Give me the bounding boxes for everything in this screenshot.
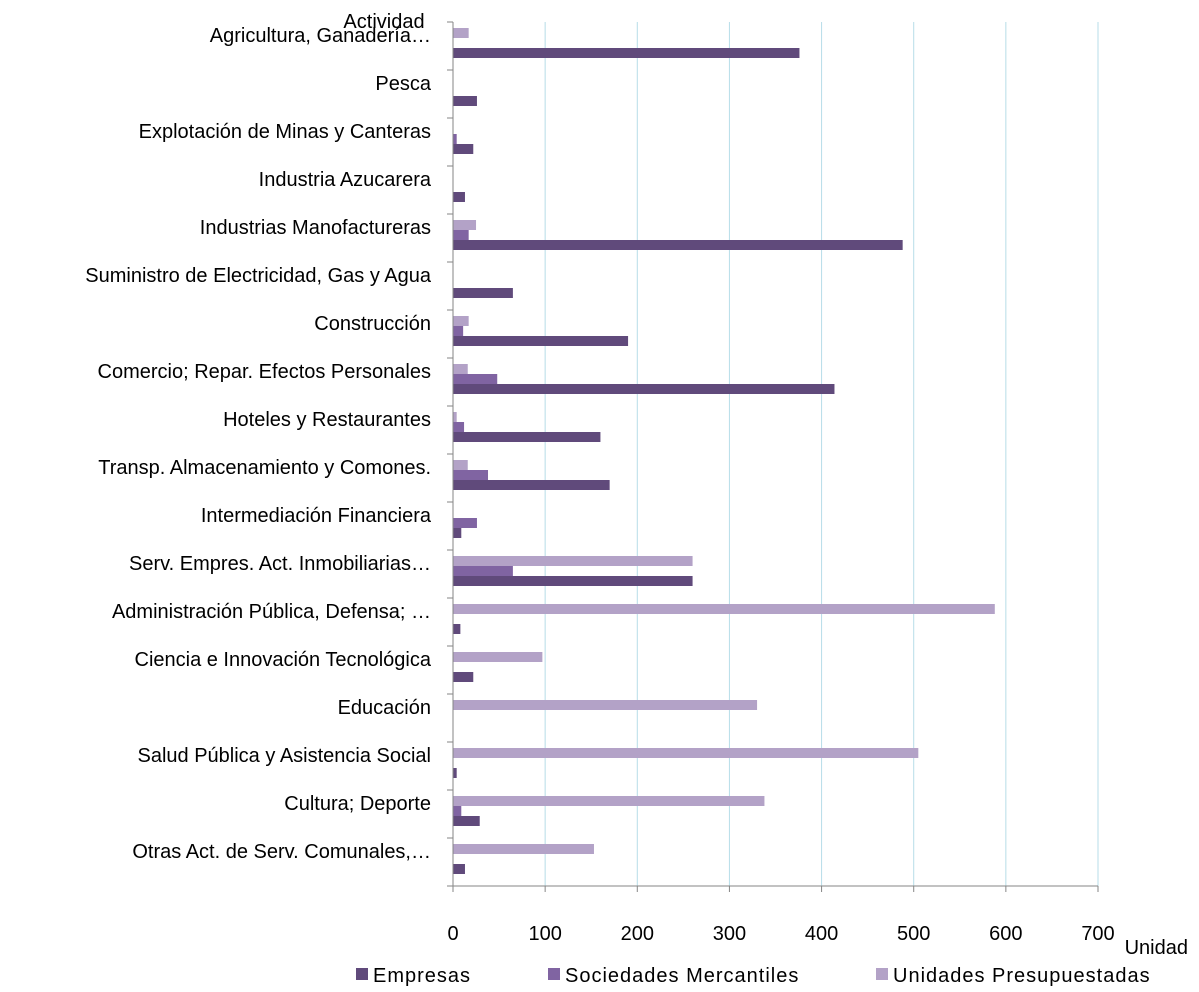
bar	[453, 604, 995, 614]
bar	[453, 422, 465, 432]
category-label: Ciencia e Innovación Tecnológica	[135, 649, 432, 671]
bar	[453, 700, 758, 710]
legend-label: Unidades Presupuestadas	[893, 965, 1151, 987]
bar	[453, 412, 457, 422]
bar	[453, 672, 474, 682]
bar	[453, 470, 489, 480]
category-label: Industrias Manofactureras	[200, 217, 431, 239]
category-label: Transp. Almacenamiento y Comones.	[98, 457, 431, 479]
x-tick-label: 700	[1081, 923, 1114, 945]
bar	[453, 796, 765, 806]
bar	[453, 384, 835, 394]
category-label: Serv. Empres. Act. Inmobiliarias…	[129, 553, 431, 575]
bar	[453, 364, 468, 374]
bar	[453, 326, 464, 336]
category-label: Cultura; Deporte	[284, 793, 431, 815]
bar	[453, 748, 919, 758]
bar	[453, 556, 693, 566]
x-tick-labels: 0 100 200 300 400 500 600 700	[447, 923, 1114, 945]
bar	[453, 144, 474, 154]
bar	[453, 768, 457, 778]
bar	[453, 374, 498, 384]
category-label: Hoteles y Restaurantes	[223, 409, 431, 431]
y-axis-title: Actividad	[343, 11, 424, 33]
legend-label: Empresas	[373, 965, 471, 987]
category-label: Administración Pública, Defensa; …	[112, 601, 431, 623]
axes	[447, 21, 1098, 887]
x-tick-label: 400	[805, 923, 838, 945]
x-tick-label: 300	[713, 923, 746, 945]
category-label: Salud Pública y Asistencia Social	[138, 745, 432, 767]
category-label: Educación	[338, 697, 431, 719]
legend-swatch	[356, 968, 368, 980]
category-label: Construcción	[314, 313, 431, 335]
bar	[453, 432, 601, 442]
category-label: Agricultura, Ganadería…	[210, 25, 431, 47]
bar	[453, 806, 462, 816]
bar	[453, 220, 477, 230]
legend-label: Sociedades Mercantiles	[565, 965, 799, 987]
legend: Empresas Sociedades Mercantiles Unidades P…	[356, 965, 1151, 987]
category-label: Pesca	[375, 73, 431, 95]
category-label: Industria Azucarera	[259, 169, 432, 191]
bars	[453, 28, 995, 874]
bar	[453, 230, 469, 240]
bar	[453, 134, 457, 144]
category-label: Intermediación Financiera	[201, 505, 432, 527]
bar	[453, 518, 477, 528]
bar	[453, 96, 477, 106]
x-tick-label: 200	[621, 923, 654, 945]
category-label: Suministro de Electricidad, Gas y Agua	[85, 265, 432, 287]
bar	[453, 336, 629, 346]
x-tick-label: 500	[897, 923, 930, 945]
bar	[453, 816, 480, 826]
bar	[453, 576, 693, 586]
x-tick-label: 600	[989, 923, 1022, 945]
bar	[453, 192, 465, 202]
bar	[453, 528, 462, 538]
bar	[453, 240, 903, 250]
bar	[453, 48, 800, 58]
category-label: Explotación de Minas y Canteras	[139, 121, 431, 143]
x-tick-label: 0	[447, 923, 458, 945]
x-axis-title: Unidad	[1125, 937, 1188, 959]
bar	[453, 566, 513, 576]
bar	[453, 624, 461, 634]
bar	[453, 316, 469, 326]
category-labels: Agricultura, Ganadería… Pesca Explotación …	[85, 25, 432, 863]
bar	[453, 652, 543, 662]
bar	[453, 480, 610, 490]
bar	[453, 288, 513, 298]
bar	[453, 864, 465, 874]
x-tick-label: 100	[528, 923, 561, 945]
bar	[453, 28, 469, 38]
bar	[453, 460, 468, 470]
category-label: Otras Act. de Serv. Comunales,…	[132, 841, 431, 863]
legend-swatch	[876, 968, 888, 980]
category-label: Comercio; Repar. Efectos Personales	[98, 361, 432, 383]
gridlines	[452, 22, 1099, 892]
legend-swatch	[548, 968, 560, 980]
bar	[453, 844, 594, 854]
